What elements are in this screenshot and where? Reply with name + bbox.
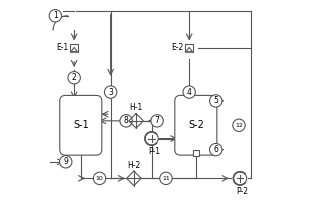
Text: 1: 1 <box>53 11 58 20</box>
Circle shape <box>210 95 222 107</box>
Polygon shape <box>186 47 193 52</box>
Text: P-1: P-1 <box>148 147 160 156</box>
Circle shape <box>183 86 195 98</box>
Circle shape <box>151 115 163 127</box>
Circle shape <box>93 172 106 185</box>
Text: E-1: E-1 <box>56 43 68 52</box>
Circle shape <box>60 156 72 168</box>
Circle shape <box>49 10 61 22</box>
Text: 6: 6 <box>213 145 218 154</box>
Circle shape <box>210 143 222 156</box>
Text: S-2: S-2 <box>188 120 204 130</box>
Circle shape <box>160 172 172 185</box>
Text: 2: 2 <box>72 73 76 82</box>
Text: 12: 12 <box>235 123 243 128</box>
Circle shape <box>145 132 158 145</box>
FancyBboxPatch shape <box>175 95 217 155</box>
Text: 8: 8 <box>124 116 129 125</box>
Text: 10: 10 <box>96 176 104 181</box>
Polygon shape <box>129 114 144 128</box>
Text: S-1: S-1 <box>73 120 89 130</box>
Circle shape <box>233 119 245 131</box>
Text: 4: 4 <box>187 88 192 97</box>
Polygon shape <box>71 47 77 52</box>
Text: 7: 7 <box>155 116 159 125</box>
FancyBboxPatch shape <box>70 44 78 52</box>
Circle shape <box>105 86 117 98</box>
Text: H-1: H-1 <box>129 103 143 112</box>
Text: E-2: E-2 <box>171 43 183 52</box>
FancyBboxPatch shape <box>185 44 193 52</box>
Text: 9: 9 <box>63 157 68 166</box>
Text: H-2: H-2 <box>127 161 140 170</box>
Text: 3: 3 <box>108 88 113 97</box>
Circle shape <box>68 71 80 84</box>
Circle shape <box>120 115 132 127</box>
FancyBboxPatch shape <box>193 150 199 156</box>
Text: 5: 5 <box>213 97 218 106</box>
Text: 11: 11 <box>162 176 170 181</box>
FancyBboxPatch shape <box>60 95 102 155</box>
Polygon shape <box>127 171 141 186</box>
Text: P-2: P-2 <box>236 187 248 196</box>
Circle shape <box>233 172 247 185</box>
